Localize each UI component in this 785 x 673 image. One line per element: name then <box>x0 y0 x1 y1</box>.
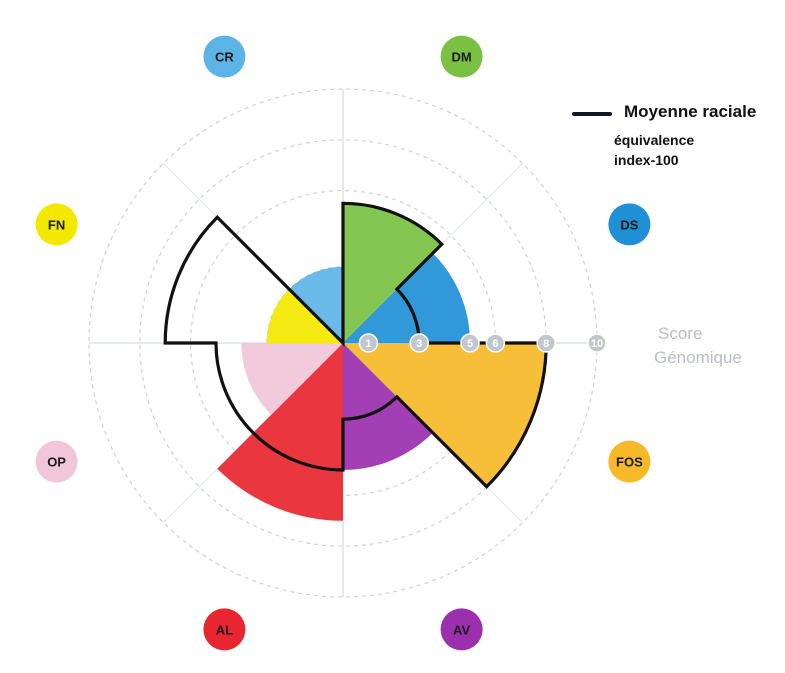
slice-op <box>241 343 343 415</box>
tick-dot-10 <box>587 333 607 353</box>
slice-al <box>217 343 343 521</box>
slice-cr <box>289 266 343 343</box>
legend-sublabel: équivalence index-100 <box>614 130 694 170</box>
tick-dot-6 <box>485 333 506 353</box>
average-outline-path <box>163 201 548 489</box>
tick-label-3: 3 <box>416 338 422 350</box>
badge-label-al: AL <box>216 622 233 637</box>
tick-label-10: 10 <box>591 338 603 350</box>
category-badges: DM DS FOS AV AL OP FN CR <box>35 35 651 651</box>
chart-slices <box>217 203 547 521</box>
tick-dot-3 <box>409 333 429 353</box>
badge-label-ds: DS <box>620 217 638 232</box>
badge-label-fn: FN <box>48 217 65 232</box>
legend-line-swatch <box>572 112 612 116</box>
scale-ticks: 1 3 5 6 8 10 <box>358 333 607 353</box>
legend-title: Moyenne raciale <box>624 102 757 121</box>
badge-label-cr: CR <box>215 50 234 65</box>
tick-dot-5 <box>460 333 480 353</box>
badge-label-dm: DM <box>451 50 471 65</box>
slice-dm <box>343 203 442 343</box>
tick-label-6: 6 <box>492 338 498 350</box>
badge-al <box>203 608 246 651</box>
axis-title: Score Génomique <box>654 322 774 370</box>
slice-fos <box>343 343 547 487</box>
tick-dot-8 <box>536 333 556 353</box>
legend-sublabel-line-1: équivalence <box>614 132 695 148</box>
badge-label-op: OP <box>47 455 66 470</box>
axis-title-line-1: Score <box>658 324 703 343</box>
badge-ds <box>608 203 651 246</box>
axis-title-line-2: Génomique <box>654 348 742 367</box>
badge-op <box>35 440 78 483</box>
badge-dm <box>440 35 483 78</box>
slice-fn <box>266 289 343 343</box>
badge-av <box>440 608 483 651</box>
legend-sublabel-line-2: index-100 <box>614 152 679 168</box>
average-outline <box>163 201 548 489</box>
badge-fos <box>608 440 651 483</box>
badge-label-av: AV <box>453 622 470 637</box>
badge-fn <box>35 203 78 246</box>
tick-label-8: 8 <box>543 338 549 350</box>
tick-label-5: 5 <box>467 338 473 350</box>
badge-label-fos: FOS <box>616 455 643 470</box>
badge-cr <box>203 35 246 78</box>
tick-label-1: 1 <box>365 338 371 350</box>
tick-dot-1 <box>358 333 379 353</box>
